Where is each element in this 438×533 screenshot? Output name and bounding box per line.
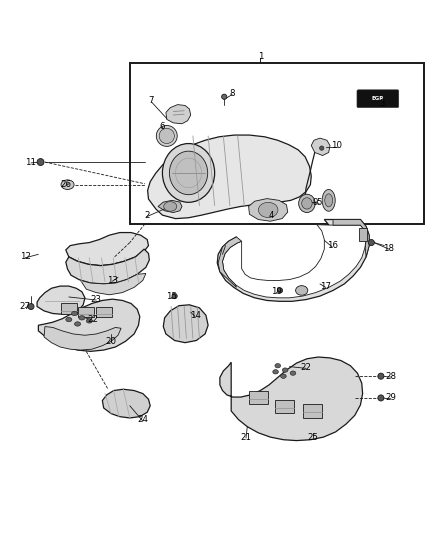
Polygon shape: [311, 138, 330, 156]
Polygon shape: [39, 299, 140, 351]
Polygon shape: [44, 327, 121, 350]
Text: 22: 22: [87, 315, 98, 324]
Polygon shape: [102, 389, 150, 418]
Polygon shape: [218, 237, 242, 287]
Text: 3: 3: [379, 99, 385, 108]
Text: 12: 12: [20, 253, 31, 261]
Ellipse shape: [164, 201, 177, 211]
Ellipse shape: [378, 373, 384, 379]
Polygon shape: [66, 232, 148, 265]
Text: 2: 2: [145, 211, 150, 220]
Polygon shape: [217, 220, 369, 301]
Ellipse shape: [378, 395, 384, 401]
Ellipse shape: [71, 311, 78, 316]
Ellipse shape: [283, 368, 288, 372]
Polygon shape: [303, 405, 322, 417]
Polygon shape: [333, 220, 369, 257]
Ellipse shape: [320, 146, 324, 150]
Ellipse shape: [170, 151, 208, 195]
Text: 25: 25: [307, 433, 318, 442]
Ellipse shape: [156, 125, 177, 147]
Text: 29: 29: [385, 393, 396, 402]
Text: 22: 22: [300, 363, 311, 372]
Text: 28: 28: [385, 372, 396, 381]
Text: 4: 4: [268, 211, 274, 220]
Text: 11: 11: [25, 158, 36, 166]
Text: 23: 23: [91, 295, 102, 304]
Ellipse shape: [258, 203, 278, 217]
Polygon shape: [166, 104, 191, 124]
Polygon shape: [78, 306, 94, 318]
Ellipse shape: [296, 286, 308, 295]
Polygon shape: [37, 286, 85, 314]
Polygon shape: [249, 199, 288, 221]
Ellipse shape: [159, 128, 174, 143]
Text: 24: 24: [138, 415, 148, 424]
Text: 27: 27: [20, 302, 31, 311]
Polygon shape: [223, 225, 366, 298]
Ellipse shape: [222, 94, 227, 99]
Ellipse shape: [74, 322, 81, 326]
Text: 17: 17: [320, 281, 331, 290]
Text: 16: 16: [327, 241, 338, 250]
Ellipse shape: [299, 194, 315, 213]
FancyBboxPatch shape: [357, 90, 399, 108]
Text: 7: 7: [149, 96, 154, 105]
Ellipse shape: [290, 371, 296, 375]
Ellipse shape: [322, 189, 335, 211]
Text: 5: 5: [316, 198, 322, 207]
Ellipse shape: [325, 194, 332, 207]
Ellipse shape: [86, 319, 92, 323]
Ellipse shape: [37, 158, 44, 166]
Ellipse shape: [66, 318, 72, 322]
Ellipse shape: [273, 370, 279, 374]
Text: 1: 1: [258, 52, 263, 61]
Text: EGR: EGR: [371, 96, 384, 101]
Ellipse shape: [368, 239, 374, 246]
Polygon shape: [220, 357, 363, 441]
Ellipse shape: [172, 294, 177, 298]
Text: 10: 10: [331, 141, 342, 150]
Bar: [130, 63, 424, 224]
Ellipse shape: [302, 198, 312, 209]
Text: 21: 21: [240, 433, 251, 442]
Text: 15: 15: [166, 293, 177, 302]
Ellipse shape: [28, 303, 34, 310]
Text: 13: 13: [107, 276, 118, 285]
Polygon shape: [66, 249, 149, 284]
Polygon shape: [275, 400, 294, 413]
Text: 19: 19: [271, 287, 282, 296]
Polygon shape: [148, 135, 311, 219]
Text: 6: 6: [160, 122, 165, 131]
Ellipse shape: [281, 374, 286, 378]
Polygon shape: [359, 228, 367, 241]
Polygon shape: [61, 303, 77, 314]
Ellipse shape: [162, 143, 215, 203]
Polygon shape: [81, 273, 146, 295]
Text: 20: 20: [106, 337, 117, 346]
Ellipse shape: [61, 180, 74, 189]
Polygon shape: [158, 200, 182, 213]
Polygon shape: [96, 306, 112, 318]
Polygon shape: [163, 305, 208, 343]
Ellipse shape: [79, 316, 85, 320]
Text: 18: 18: [383, 244, 394, 253]
Text: 9: 9: [312, 198, 318, 207]
Text: 14: 14: [190, 311, 201, 320]
Text: 8: 8: [230, 89, 235, 98]
Ellipse shape: [275, 364, 281, 368]
Text: 26: 26: [60, 180, 71, 189]
Ellipse shape: [277, 288, 283, 293]
Polygon shape: [249, 391, 268, 405]
